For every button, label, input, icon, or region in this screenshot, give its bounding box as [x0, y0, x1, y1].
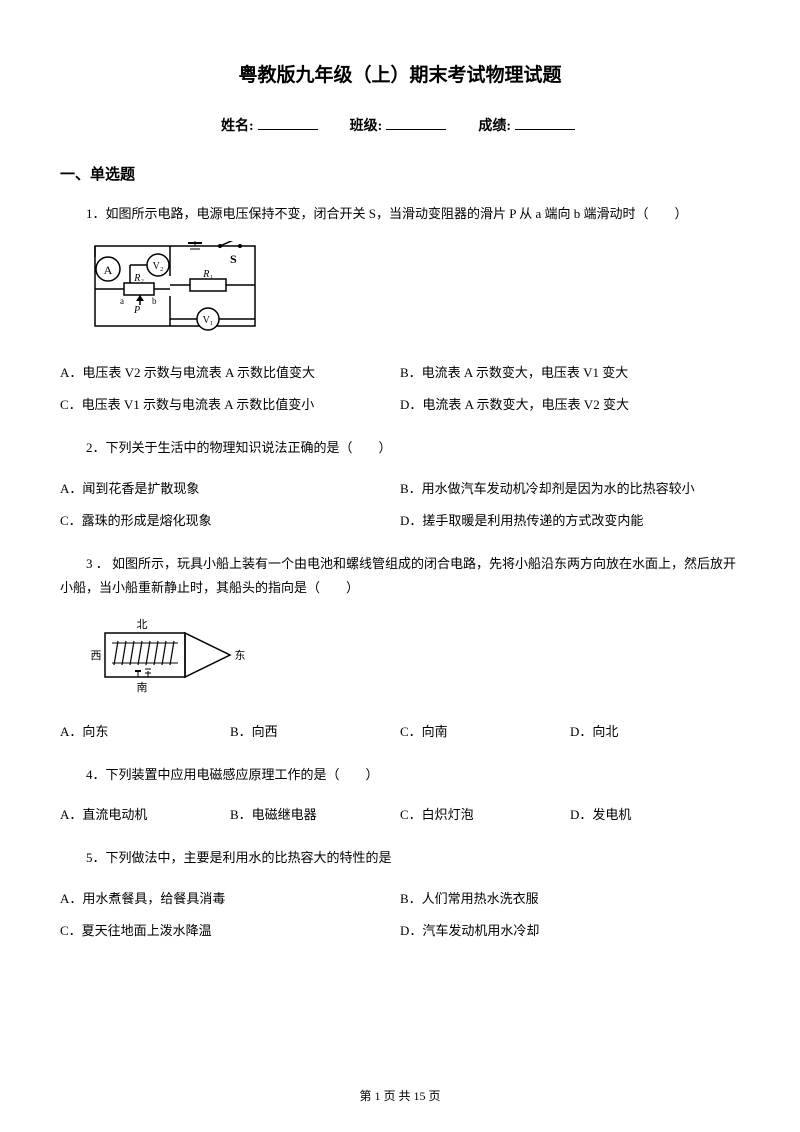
svg-text:东: 东	[235, 649, 246, 662]
score-label: 成绩:	[478, 119, 511, 134]
svg-text:P: P	[133, 305, 140, 316]
q5-opt-d: D．汽车发动机用水冷却	[400, 917, 740, 946]
svg-text:A: A	[104, 263, 113, 277]
q3-opt-a: A．向东	[60, 718, 230, 747]
q4-opt-b: B．电磁继电器	[230, 801, 400, 830]
question-1: 1．如图所示电路，电源电压保持不变，闭合开关 S，当滑动变阻器的滑片 P 从 a…	[60, 202, 740, 227]
svg-text:R₂: R₂	[133, 273, 144, 284]
question-5: 5．下列做法中，主要是利用水的比热容大的特性的是	[60, 846, 740, 871]
q2-opt-a: A．闻到花香是扩散现象	[60, 475, 400, 504]
student-info-line: 姓名: 班级: 成绩:	[60, 115, 740, 135]
q4-opt-a: A．直流电动机	[60, 801, 230, 830]
q4-options: A．直流电动机 B．电磁继电器 C．白炽灯泡 D．发电机	[60, 801, 740, 830]
q5-text: 下列做法中，主要是利用水的比热容大的特性的是	[106, 850, 392, 865]
question-3: 3 ． 如图所示，玩具小船上装有一个由电池和螺线管组成的闭合电路，先将小船沿东两…	[60, 552, 740, 601]
svg-text:西: 西	[91, 650, 102, 662]
svg-text:V₂: V₂	[153, 261, 164, 272]
q2-text: 下列关于生活中的物理知识说法正确的是（ ）	[106, 440, 392, 455]
page-footer: 第 1 页 共 15 页	[0, 1087, 800, 1104]
q3-opt-c: C．向南	[400, 718, 570, 747]
svg-text:b: b	[152, 296, 157, 306]
q1-opt-b: B．电流表 A 示数变大，电压表 V1 变大	[400, 359, 740, 388]
q5-options: A．用水煮餐具，给餐具消毒 B．人们常用热水洗衣服 C．夏天往地面上泼水降温 D…	[60, 885, 740, 946]
q3-num: 3 ．	[86, 556, 109, 571]
svg-text:北: 北	[137, 618, 148, 631]
q4-text: 下列装置中应用电磁感应原理工作的是（ ）	[106, 767, 379, 782]
name-blank	[258, 129, 318, 130]
q3-text: 如图所示，玩具小船上装有一个由电池和螺线管组成的闭合电路，先将小船沿东两方向放在…	[60, 556, 736, 596]
name-label: 姓名:	[221, 119, 254, 134]
class-blank	[386, 129, 446, 130]
q5-opt-c: C．夏天往地面上泼水降温	[60, 917, 400, 946]
q2-opt-d: D．搓手取暖是利用热传递的方式改变内能	[400, 507, 740, 536]
svg-text:S: S	[230, 252, 237, 266]
footer-mid: 页 共	[380, 1089, 413, 1103]
q2-opt-b: B．用水做汽车发动机冷却剂是因为水的比热容较小	[400, 475, 740, 504]
q5-num: 5．	[86, 850, 106, 865]
svg-text:R₁: R₁	[202, 269, 213, 280]
q1-text: 如图所示电路，电源电压保持不变，闭合开关 S，当滑动变阻器的滑片 P 从 a 端…	[106, 206, 688, 221]
q1-num: 1．	[86, 206, 106, 221]
q2-opt-c: C．露珠的形成是熔化现象	[60, 507, 400, 536]
q5-opt-a: A．用水煮餐具，给餐具消毒	[60, 885, 400, 914]
q3-boat-diagram: 北 南 西 东	[90, 615, 740, 700]
q1-opt-a: A．电压表 V2 示数与电流表 A 示数比值变大	[60, 359, 400, 388]
q4-opt-d: D．发电机	[570, 801, 740, 830]
svg-text:a: a	[120, 296, 124, 306]
footer-total: 15	[414, 1089, 426, 1103]
question-2: 2．下列关于生活中的物理知识说法正确的是（ ）	[60, 436, 740, 461]
q2-options: A．闻到花香是扩散现象 B．用水做汽车发动机冷却剂是因为水的比热容较小 C．露珠…	[60, 475, 740, 536]
question-4: 4．下列装置中应用电磁感应原理工作的是（ ）	[60, 763, 740, 788]
q3-opt-b: B．向西	[230, 718, 400, 747]
q3-opt-d: D．向北	[570, 718, 740, 747]
page-title: 粤教版九年级（上）期末考试物理试题	[60, 60, 740, 87]
score-blank	[515, 129, 575, 130]
q2-num: 2．	[86, 440, 106, 455]
section-1-title: 一、单选题	[60, 163, 740, 184]
q3-options: A．向东 B．向西 C．向南 D．向北	[60, 718, 740, 747]
q1-options: A．电压表 V2 示数与电流表 A 示数比值变大 B．电流表 A 示数变大，电压…	[60, 359, 740, 420]
footer-suffix: 页	[426, 1089, 441, 1103]
q1-opt-d: D．电流表 A 示数变大，电压表 V2 变大	[400, 391, 740, 420]
class-label: 班级:	[350, 119, 383, 134]
footer-prefix: 第	[359, 1089, 374, 1103]
q1-opt-c: C．电压表 V1 示数与电流表 A 示数比值变小	[60, 391, 400, 420]
svg-text:V₁: V₁	[203, 315, 214, 326]
svg-text:南: 南	[137, 681, 148, 694]
q4-opt-c: C．白炽灯泡	[400, 801, 570, 830]
q1-circuit-diagram: A V₂ R₂ a b P S R₁ V₁	[90, 241, 740, 341]
q5-opt-b: B．人们常用热水洗衣服	[400, 885, 740, 914]
q4-num: 4．	[86, 767, 106, 782]
